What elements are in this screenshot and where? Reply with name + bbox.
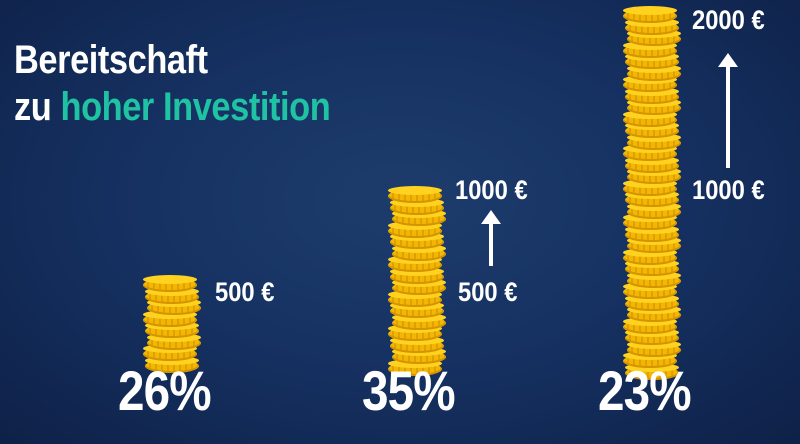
- amount-low-3: 1000 €: [692, 175, 765, 205]
- amount-high-2: 1000 €: [455, 175, 528, 205]
- percent-label-2: 35%: [362, 359, 456, 422]
- coin-stack-2: [388, 186, 446, 376]
- title-line2-prefix: zu: [14, 85, 61, 129]
- title-line1: Bereitschaft: [14, 38, 208, 82]
- title-line2: zu hoher Investition: [14, 85, 331, 130]
- amount-low-2: 500 €: [458, 277, 518, 307]
- coin-stack-1: [143, 275, 201, 373]
- amount-label-1: 500 €: [215, 277, 275, 307]
- arrow-up-icon: [718, 53, 738, 168]
- percent-label-3: 23%: [598, 359, 692, 422]
- coin: [143, 275, 197, 292]
- coin-stack-3: [623, 6, 681, 380]
- coin: [388, 186, 442, 203]
- arrow-up-icon: [481, 210, 501, 266]
- coin: [623, 6, 677, 23]
- title-highlight: hoher Investition: [60, 85, 331, 129]
- amount-high-3: 2000 €: [692, 5, 765, 35]
- percent-label-1: 26%: [118, 359, 212, 422]
